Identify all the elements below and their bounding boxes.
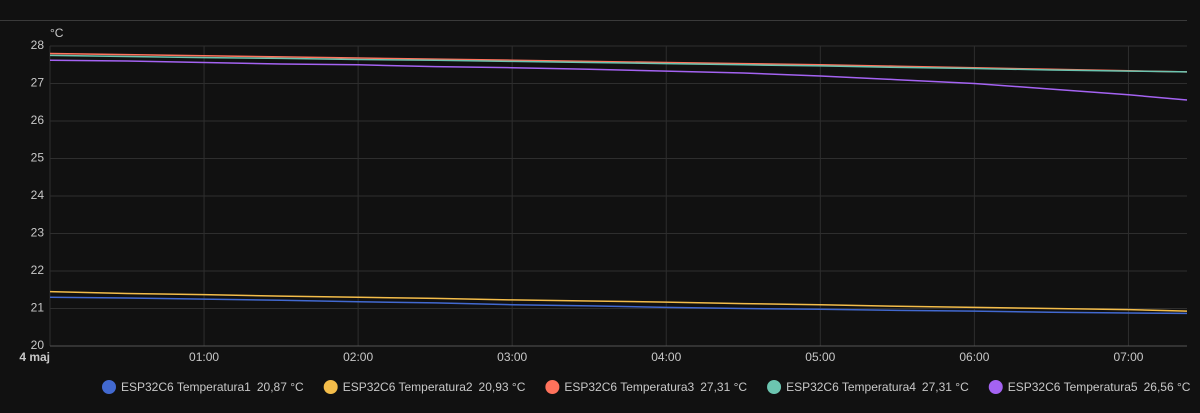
legend-label: ESP32C6 Temperatura3 <box>564 380 694 394</box>
legend-item[interactable]: ESP32C6 Temperatura3 27,31 °C <box>545 380 747 394</box>
series-line <box>49 296 1188 315</box>
legend-item[interactable]: ESP32C6 Temperatura1 20,87 °C <box>102 380 304 394</box>
legend-label: ESP32C6 Temperatura1 <box>121 380 251 394</box>
y-tick-label: 27 <box>31 76 45 90</box>
legend-swatch <box>323 380 338 394</box>
x-tick-label: 05:00 <box>805 350 835 364</box>
legend-state: 26,56 °C <box>1144 380 1191 394</box>
legend-swatch <box>102 380 116 394</box>
legend-label: ESP32C6 Temperatura2 <box>343 380 473 394</box>
y-tick-label: 28 <box>31 38 45 52</box>
x-tick-label: 04:00 <box>651 350 681 364</box>
series-line <box>49 54 1188 73</box>
y-tick-label: 26 <box>31 113 45 127</box>
legend-swatch <box>767 380 782 394</box>
legend-label: ESP32C6 Temperatura4 <box>786 380 916 394</box>
legend-state: 20,87 °C <box>257 380 304 394</box>
y-tick-label: 21 <box>31 301 45 315</box>
legend-item[interactable]: ESP32C6 Temperatura2 20,93 °C <box>323 380 526 394</box>
series-line <box>49 290 1188 312</box>
legend-label: ESP32C6 Temperatura5 <box>1008 380 1138 394</box>
legend-swatch <box>545 380 560 394</box>
y-unit: °C <box>50 26 64 40</box>
y-tick-label: 20 <box>31 338 45 352</box>
x-tick-label: 06:00 <box>959 350 989 364</box>
x-tick-label: 03:00 <box>497 350 527 364</box>
x-tick-label: 02:00 <box>343 350 373 364</box>
y-tick-label: 23 <box>31 226 45 240</box>
x-tick-label: 01:00 <box>189 350 219 364</box>
series-line <box>49 59 1188 101</box>
legend-state: 27,31 °C <box>922 380 969 394</box>
legend-swatch <box>988 380 1003 394</box>
legend-item[interactable]: ESP32C6 Temperatura4 27,31 °C <box>767 380 969 394</box>
legend-state: 27,31 °C <box>700 380 747 394</box>
x-tick-label: 4 maj <box>19 350 50 364</box>
legend-state: 20,93 °C <box>479 380 526 394</box>
x-tick-label: 07:00 <box>1113 350 1143 364</box>
y-tick-label: 24 <box>31 188 45 202</box>
y-tick-label: 25 <box>31 151 45 165</box>
y-tick-label: 22 <box>31 263 45 277</box>
legend-item[interactable]: ESP32C6 Temperatura5 26,56 °C <box>988 380 1191 394</box>
